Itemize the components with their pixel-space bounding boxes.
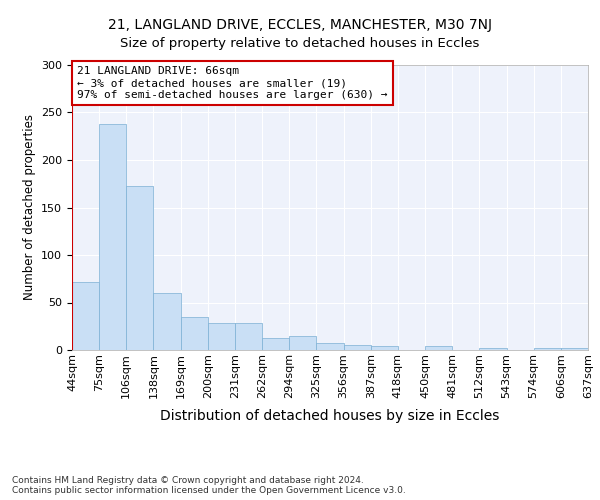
Bar <box>561 348 588 350</box>
Bar <box>425 346 452 350</box>
Bar <box>208 324 235 350</box>
Bar <box>99 124 127 350</box>
Bar <box>181 317 208 350</box>
Y-axis label: Number of detached properties: Number of detached properties <box>23 114 35 300</box>
Bar <box>533 348 561 350</box>
Text: 21, LANGLAND DRIVE, ECCLES, MANCHESTER, M30 7NJ: 21, LANGLAND DRIVE, ECCLES, MANCHESTER, … <box>108 18 492 32</box>
Bar <box>127 186 154 350</box>
Bar <box>289 336 316 350</box>
Bar <box>235 324 262 350</box>
Bar <box>262 338 289 350</box>
Bar <box>316 344 344 350</box>
Text: Size of property relative to detached houses in Eccles: Size of property relative to detached ho… <box>121 38 479 51</box>
Bar <box>154 293 181 350</box>
Bar <box>72 282 99 350</box>
Bar <box>479 348 506 350</box>
X-axis label: Distribution of detached houses by size in Eccles: Distribution of detached houses by size … <box>160 409 500 423</box>
Bar <box>344 346 371 350</box>
Bar <box>371 346 398 350</box>
Text: 21 LANGLAND DRIVE: 66sqm
← 3% of detached houses are smaller (19)
97% of semi-de: 21 LANGLAND DRIVE: 66sqm ← 3% of detache… <box>77 66 388 100</box>
Text: Contains HM Land Registry data © Crown copyright and database right 2024.
Contai: Contains HM Land Registry data © Crown c… <box>12 476 406 495</box>
